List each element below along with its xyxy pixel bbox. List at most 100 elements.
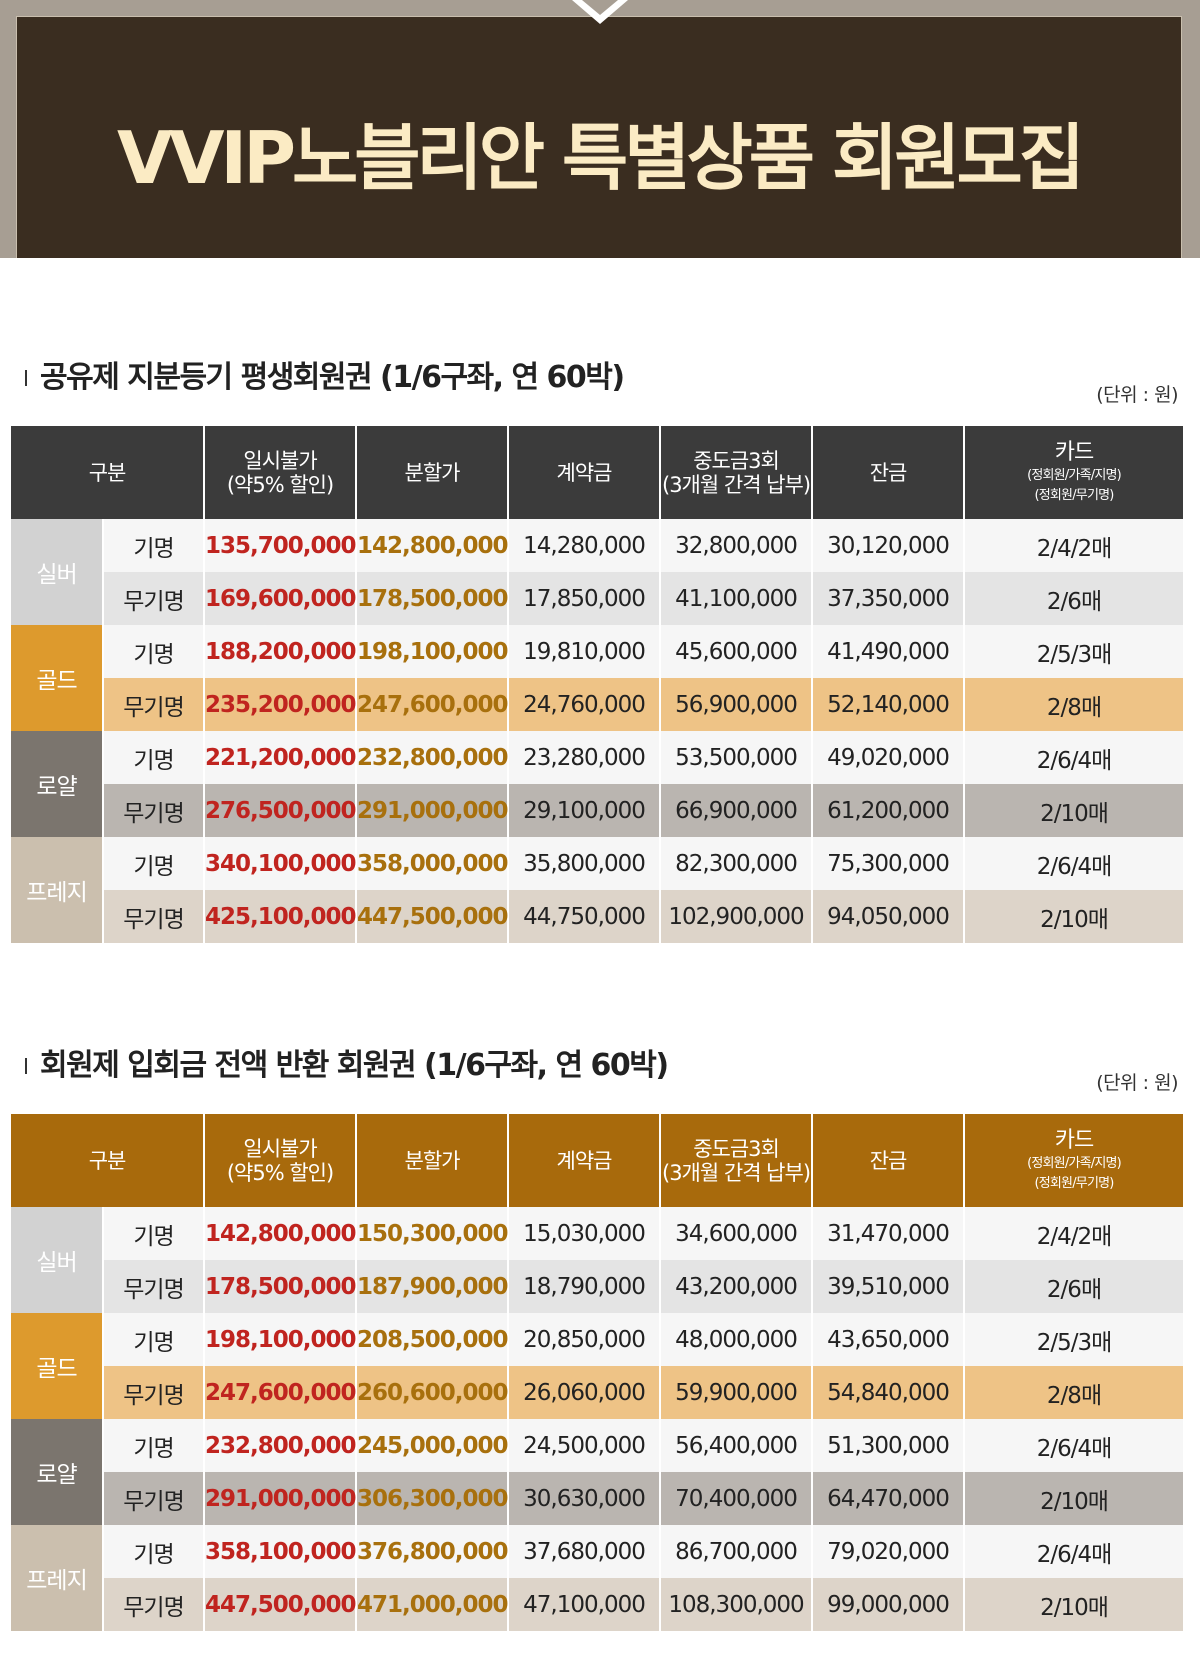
type-cell: 무기명 <box>103 678 206 731</box>
tier-royal: 로얄 <box>11 1419 104 1525</box>
interim-cell: 53,500,000 <box>660 731 814 784</box>
interim-cell: 70,400,000 <box>660 1472 814 1525</box>
tier-silver: 실버 <box>11 519 104 625</box>
col-deposit: 계약금 <box>508 1114 662 1207</box>
deposit-cell: 44,750,000 <box>508 890 662 943</box>
installment-cell: 208,500,000 <box>356 1313 510 1366</box>
balance-cell: 75,300,000 <box>812 837 966 890</box>
lump-cell: 247,600,000 <box>204 1366 358 1419</box>
balance-cell: 41,490,000 <box>812 625 966 678</box>
type-cell: 기명 <box>103 519 206 572</box>
table-row: 무기명 276,500,000 291,000,000 29,100,000 6… <box>11 784 1184 837</box>
section-title: 공유제 지분등기 평생회원권 (1/6구좌, 연 60박) <box>40 360 625 395</box>
col-category: 구분 <box>11 426 206 519</box>
lump-cell: 135,700,000 <box>204 519 358 572</box>
installment-cell: 142,800,000 <box>356 519 510 572</box>
type-cell: 기명 <box>103 1207 206 1260</box>
table-row: 무기명 447,500,000 471,000,000 47,100,000 1… <box>11 1578 1184 1631</box>
card-cell: 2/10매 <box>964 784 1184 837</box>
col-card: 카드 (정회원/가족/지명) (정회원/무기명) <box>964 1114 1184 1207</box>
type-cell: 기명 <box>103 731 206 784</box>
interim-cell: 82,300,000 <box>660 837 814 890</box>
type-cell: 무기명 <box>103 1578 206 1631</box>
balance-cell: 43,650,000 <box>812 1313 966 1366</box>
card-cell: 2/5/3매 <box>964 625 1184 678</box>
table-header-row: 구분 일시불가 (약5% 할인) 분할가 계약금 중도금3회 (3개월 간격 납부)… <box>11 1114 1184 1207</box>
interim-cell: 41,100,000 <box>660 572 814 625</box>
card-cell: 2/6/4매 <box>964 1525 1184 1578</box>
installment-cell: 376,800,000 <box>356 1525 510 1578</box>
installment-cell: 187,900,000 <box>356 1260 510 1313</box>
interim-cell: 45,600,000 <box>660 625 814 678</box>
type-cell: 기명 <box>103 625 206 678</box>
installment-cell: 247,600,000 <box>356 678 510 731</box>
tier-prestige: 프레지 <box>11 1525 104 1631</box>
lump-cell: 221,200,000 <box>204 731 358 784</box>
col-category: 구분 <box>11 1114 206 1207</box>
deposit-cell: 29,100,000 <box>508 784 662 837</box>
deposit-cell: 20,850,000 <box>508 1313 662 1366</box>
balance-cell: 51,300,000 <box>812 1419 966 1472</box>
section-bullet-icon <box>25 1058 27 1074</box>
table-row: 로얄 기명 221,200,000 232,800,000 23,280,000… <box>11 731 1184 837</box>
card-cell: 2/5/3매 <box>964 1313 1184 1366</box>
tier-silver: 실버 <box>11 1207 104 1313</box>
lump-cell: 169,600,000 <box>204 572 358 625</box>
lump-cell: 188,200,000 <box>204 625 358 678</box>
table-row: 무기명 178,500,000 187,900,000 18,790,000 4… <box>11 1260 1184 1313</box>
section-shared-ownership: 공유제 지분등기 평생회원권 (1/6구좌, 연 60박) (단위 : 원) 구… <box>0 356 1200 943</box>
table-row: 프레지 기명 358,100,000 376,800,000 37,680,00… <box>11 1525 1184 1631</box>
type-cell: 무기명 <box>103 1472 206 1525</box>
type-cell: 기명 <box>103 1525 206 1578</box>
interim-cell: 56,400,000 <box>660 1419 814 1472</box>
unit-label: (단위 : 원) <box>1096 1072 1178 1094</box>
lump-cell: 340,100,000 <box>204 837 358 890</box>
tier-royal: 로얄 <box>11 731 104 837</box>
table-row: 무기명 235,200,000 247,600,000 24,760,000 5… <box>11 678 1184 731</box>
col-installment: 분할가 <box>356 426 510 519</box>
lump-cell: 235,200,000 <box>204 678 358 731</box>
price-table: 구분 일시불가 (약5% 할인) 분할가 계약금 중도금3회 (3개월 간격 납부)… <box>11 1114 1184 1631</box>
tier-gold: 골드 <box>11 1313 104 1419</box>
card-cell: 2/6매 <box>964 572 1184 625</box>
interim-cell: 108,300,000 <box>660 1578 814 1631</box>
type-cell: 무기명 <box>103 890 206 943</box>
card-cell: 2/8매 <box>964 678 1184 731</box>
banner: VVIP노블리안 특별상품 회원모집 <box>0 0 1200 258</box>
col-lump-sum: 일시불가 (약5% 할인) <box>204 426 358 519</box>
installment-cell: 150,300,000 <box>356 1207 510 1260</box>
balance-cell: 61,200,000 <box>812 784 966 837</box>
balance-cell: 79,020,000 <box>812 1525 966 1578</box>
card-cell: 2/6/4매 <box>964 837 1184 890</box>
interim-cell: 66,900,000 <box>660 784 814 837</box>
card-cell: 2/10매 <box>964 890 1184 943</box>
interim-cell: 56,900,000 <box>660 678 814 731</box>
tier-gold: 골드 <box>11 625 104 731</box>
interim-cell: 34,600,000 <box>660 1207 814 1260</box>
tier-prestige: 프레지 <box>11 837 104 943</box>
card-cell: 2/6매 <box>964 1260 1184 1313</box>
type-cell: 무기명 <box>103 1366 206 1419</box>
interim-cell: 102,900,000 <box>660 890 814 943</box>
lump-cell: 291,000,000 <box>204 1472 358 1525</box>
balance-cell: 49,020,000 <box>812 731 966 784</box>
lump-cell: 232,800,000 <box>204 1419 358 1472</box>
installment-cell: 178,500,000 <box>356 572 510 625</box>
col-balance: 잔금 <box>812 1114 966 1207</box>
card-cell: 2/10매 <box>964 1578 1184 1631</box>
card-cell: 2/10매 <box>964 1472 1184 1525</box>
card-cell: 2/4/2매 <box>964 519 1184 572</box>
card-cell: 2/6/4매 <box>964 1419 1184 1472</box>
interim-cell: 59,900,000 <box>660 1366 814 1419</box>
installment-cell: 358,000,000 <box>356 837 510 890</box>
section-header: 공유제 지분등기 평생회원권 (1/6구좌, 연 60박) (단위 : 원) <box>0 356 1200 426</box>
col-lump-sum: 일시불가 (약5% 할인) <box>204 1114 358 1207</box>
installment-cell: 471,000,000 <box>356 1578 510 1631</box>
section-header: 회원제 입회금 전액 반환 회원권 (1/6구좌, 연 60박) (단위 : 원… <box>0 1044 1200 1114</box>
col-deposit: 계약금 <box>508 426 662 519</box>
col-balance: 잔금 <box>812 426 966 519</box>
unit-label: (단위 : 원) <box>1096 384 1178 406</box>
col-interim: 중도금3회 (3개월 간격 납부) <box>660 1114 814 1207</box>
table-row: 골드 기명 198,100,000 208,500,000 20,850,000… <box>11 1313 1184 1419</box>
deposit-cell: 24,500,000 <box>508 1419 662 1472</box>
